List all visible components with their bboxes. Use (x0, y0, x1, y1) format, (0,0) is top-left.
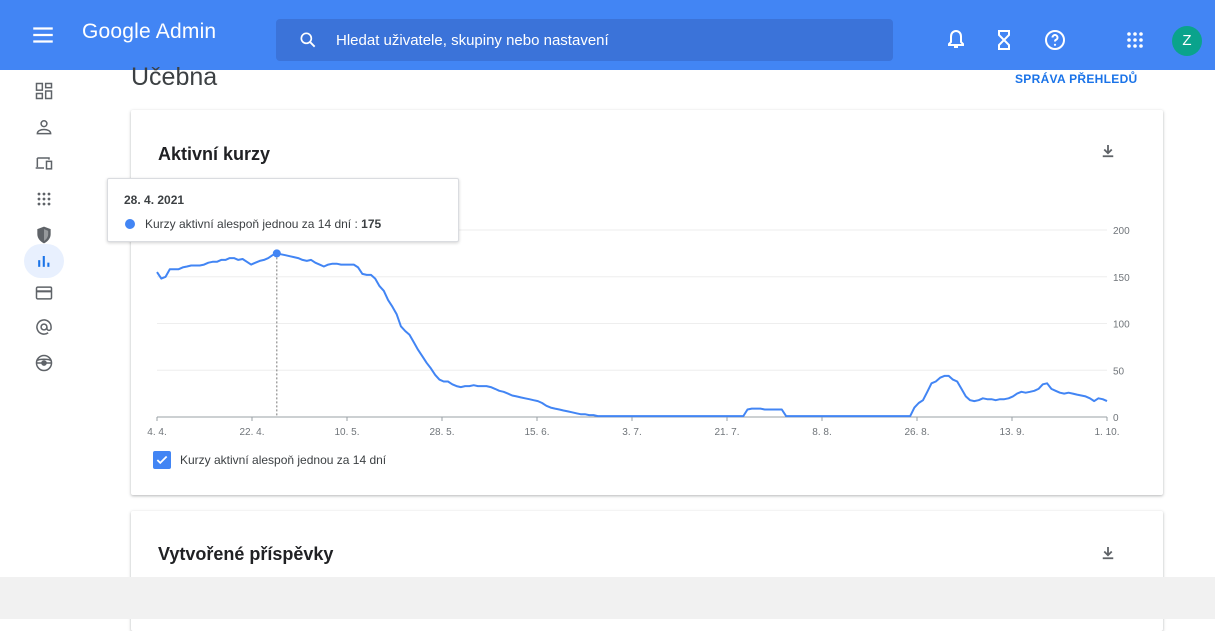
sidebar (0, 70, 90, 577)
x-tick-label: 28. 5. (429, 427, 454, 438)
bell-icon[interactable] (944, 28, 968, 52)
page-footer-area (0, 577, 1215, 619)
x-tick-label: 1. 10. (1094, 427, 1119, 438)
chart-tooltip: 28. 4. 2021 Kurzy aktivní alespoň jednou… (107, 178, 459, 242)
apps-icon[interactable] (1123, 28, 1147, 52)
x-tick-label: 13. 9. (999, 427, 1024, 438)
sidebar-item-billing[interactable] (24, 276, 64, 310)
tooltip-line: Kurzy aktivní alespoň jednou za 14 dní :… (145, 217, 381, 231)
account-icon (36, 319, 52, 335)
y-tick-label: 150 (1113, 273, 1130, 284)
download-icon[interactable] (1099, 142, 1117, 160)
tooltip-value: 175 (361, 217, 382, 231)
user-icon (36, 120, 52, 135)
y-tick-label: 50 (1113, 366, 1125, 377)
x-tick-label: 15. 6. (524, 427, 549, 438)
billing-icon (35, 286, 53, 300)
sidebar-item-account[interactable] (24, 310, 64, 344)
security-icon (37, 226, 51, 244)
sidebar-item-security[interactable] (24, 218, 64, 252)
rules-icon (35, 354, 53, 372)
tooltip-date: 28. 4. 2021 (124, 193, 185, 207)
y-tick-label: 200 (1113, 226, 1130, 237)
sidebar-item-rules[interactable] (24, 346, 64, 380)
dashboard-icon (35, 82, 53, 100)
chart-legend: Kurzy aktivní alespoň jednou za 14 dní (153, 451, 386, 469)
x-tick-label: 21. 7. (714, 427, 739, 438)
x-tick-label: 22. 4. (239, 427, 264, 438)
sidebar-item-users[interactable] (24, 110, 64, 144)
check-icon (156, 455, 168, 465)
sidebar-item-dashboard[interactable] (24, 74, 64, 108)
active-courses-card: Aktivní kurzy 0 50 100 150 200 4. 4. 22. 4. 10.… (131, 110, 1163, 495)
apps-icon (37, 192, 51, 206)
card-title: Aktivní kurzy (158, 144, 271, 164)
highlight-point (272, 249, 281, 258)
app-brand[interactable]: Google Admin (82, 20, 217, 43)
help-icon[interactable] (1043, 28, 1067, 52)
avatar[interactable]: Z (1172, 26, 1202, 56)
legend-label: Kurzy aktivní alespoň jednou za 14 dní (180, 453, 387, 467)
manage-reports-link[interactable]: SPRÁVA PŘEHLEDŮ (1015, 72, 1138, 86)
x-tick-label: 8. 8. (812, 427, 831, 438)
x-tick-label: 4. 4. (147, 427, 166, 438)
x-tick-label: 3. 7. (622, 427, 641, 438)
reports-icon (38, 256, 50, 267)
x-tick-label: 26. 8. (904, 427, 929, 438)
menu-icon[interactable] (30, 22, 56, 48)
tooltip-label: Kurzy aktivní alespoň jednou za 14 dní : (145, 217, 362, 231)
devices-icon (35, 157, 53, 170)
legend-checkbox[interactable] (153, 451, 171, 469)
series-line (156, 252, 1108, 418)
search-icon[interactable] (298, 30, 318, 50)
download-icon[interactable] (1099, 544, 1117, 562)
active-courses-chart: 0 50 100 150 200 4. 4. 22. 4. 10. 5. 28. 5. 15. 6… (147, 226, 1130, 438)
search-bar (276, 19, 893, 61)
y-tick-label: 0 (1113, 413, 1119, 424)
sidebar-item-devices[interactable] (24, 146, 64, 180)
sidebar-item-apps[interactable] (24, 182, 64, 216)
y-tick-label: 100 (1113, 320, 1130, 331)
card-title: Vytvořené příspěvky (158, 544, 334, 564)
x-tick-label: 10. 5. (334, 427, 359, 438)
page-title: Učebna (131, 63, 218, 91)
tooltip-series-dot (125, 219, 135, 229)
top-app-bar: Google Admin Z (0, 0, 1215, 70)
hourglass-icon[interactable] (992, 28, 1016, 52)
search-input[interactable] (336, 19, 876, 61)
sidebar-item-reports[interactable] (24, 244, 64, 278)
